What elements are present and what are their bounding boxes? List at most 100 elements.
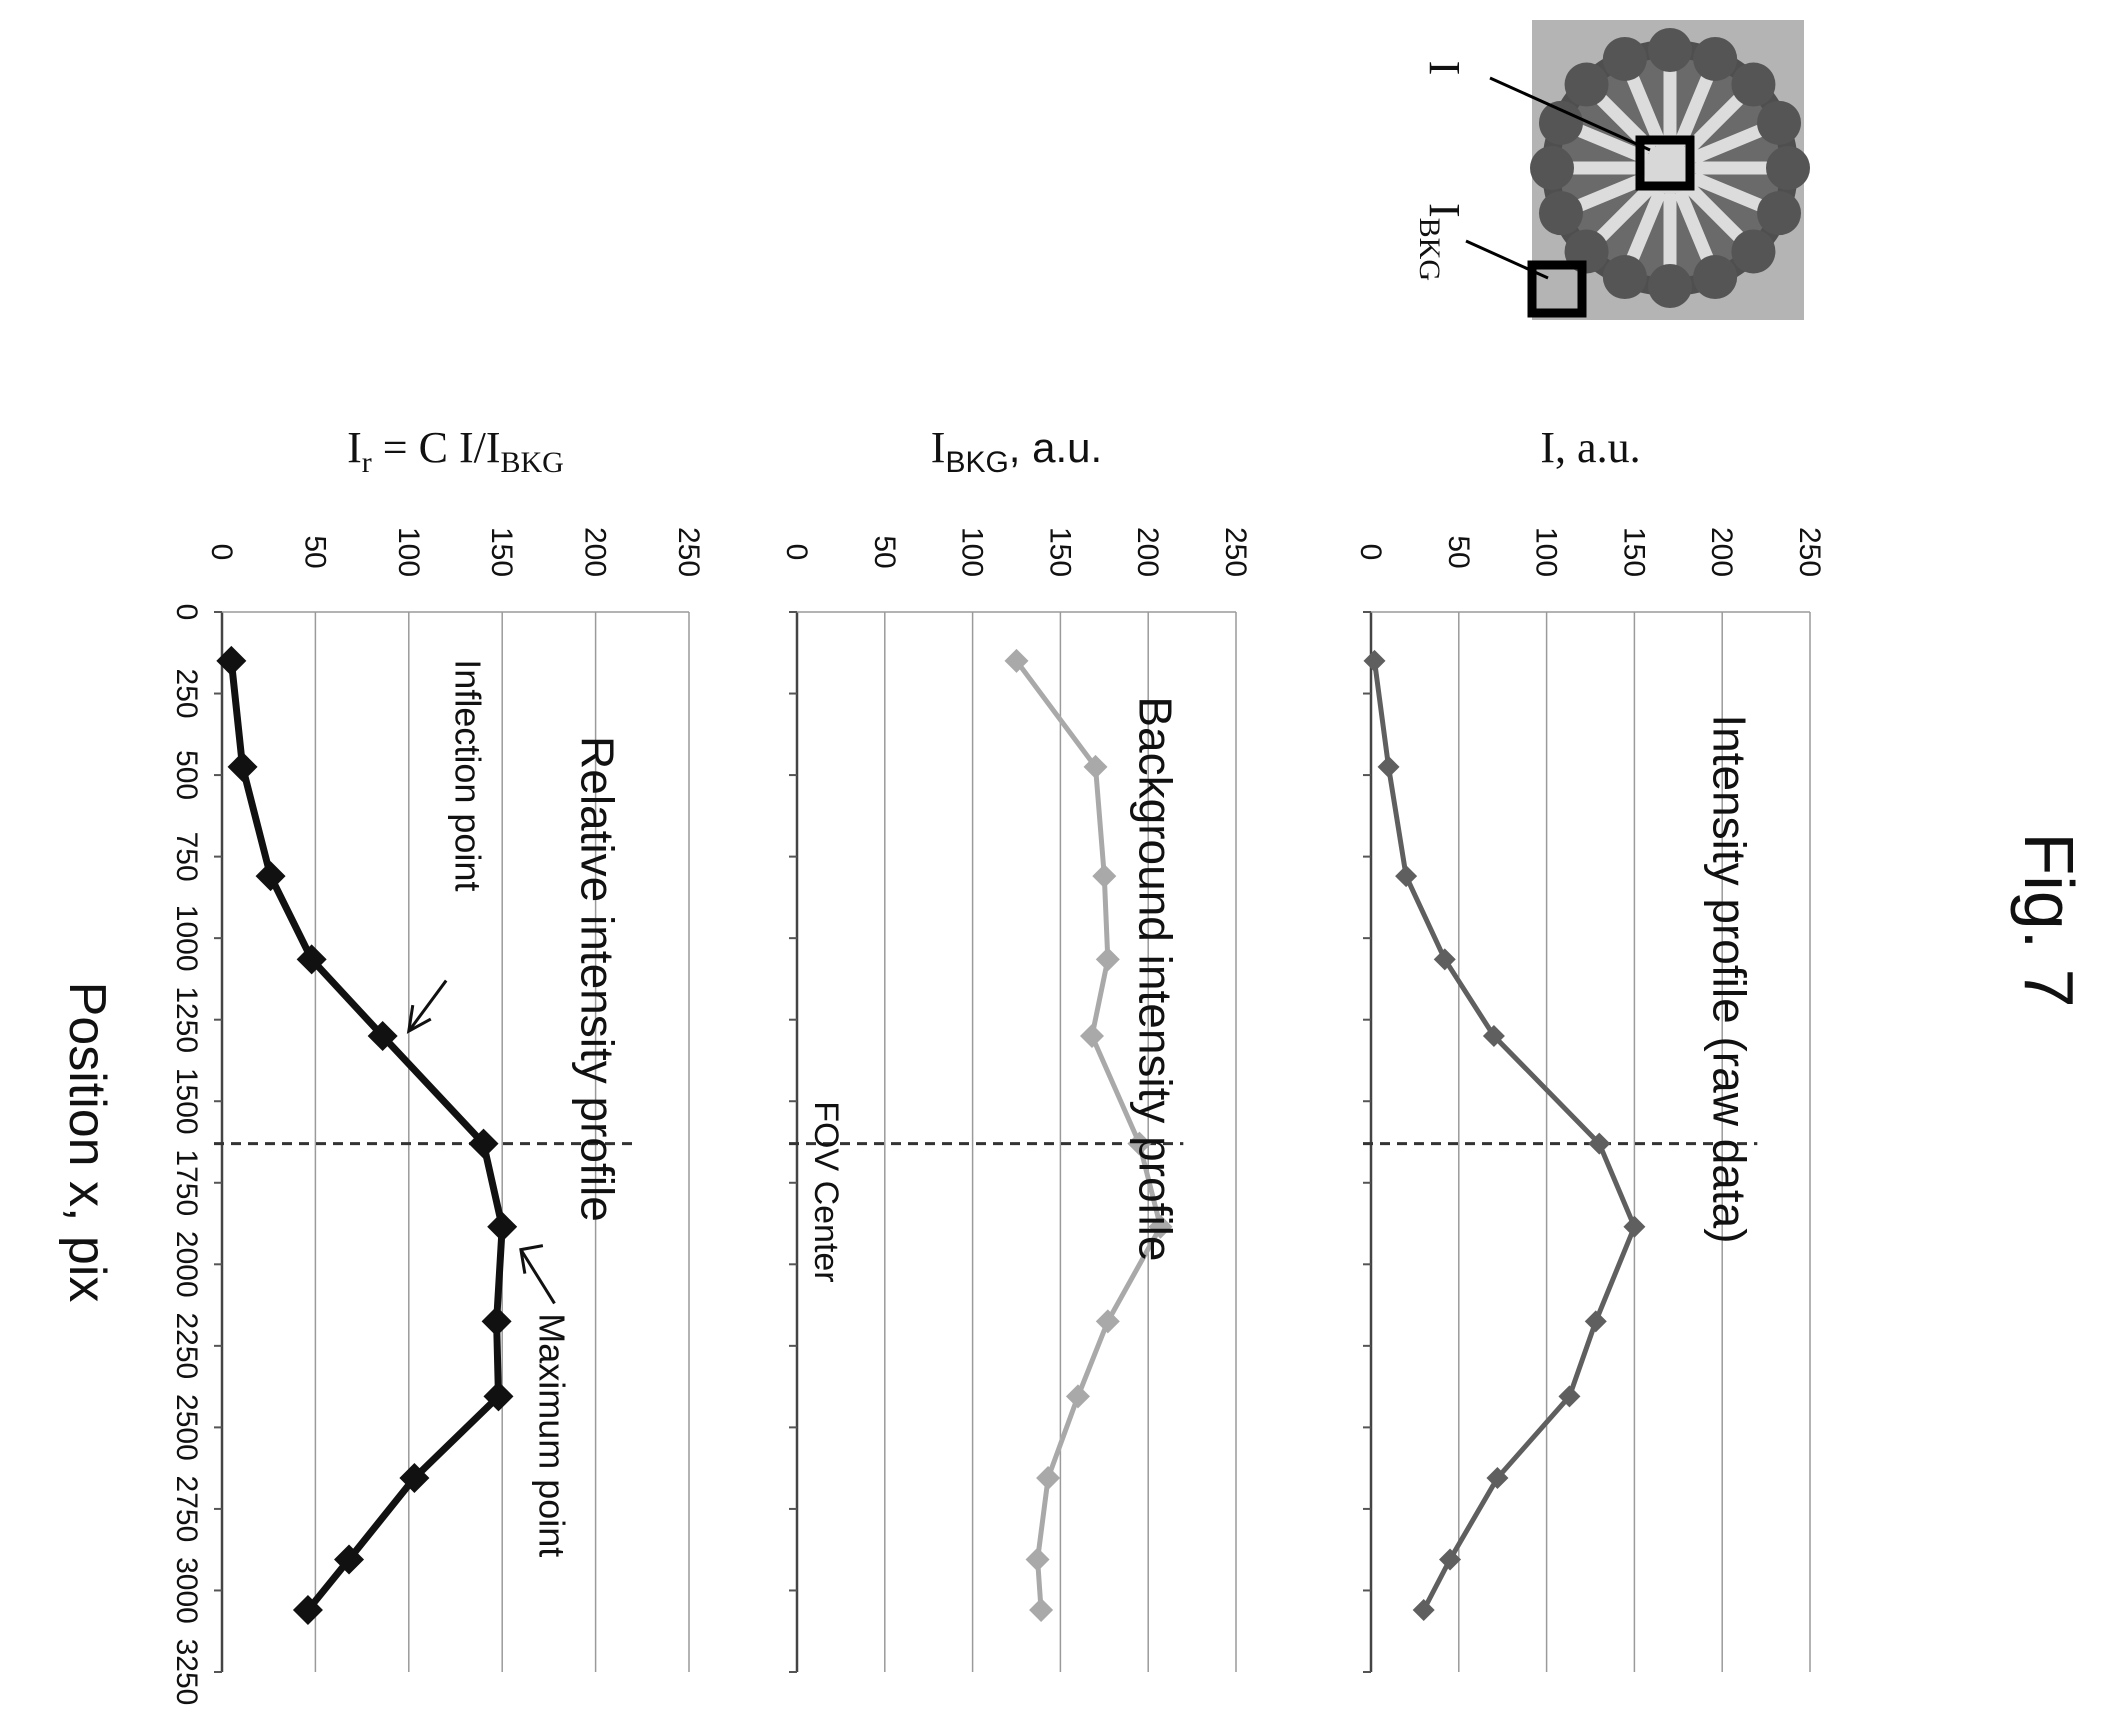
inset-petal — [1674, 189, 1714, 264]
y-tick-label: 50 — [1442, 535, 1475, 568]
data-point — [1584, 1310, 1607, 1333]
y-tick-label: 150 — [1617, 527, 1650, 577]
inset-lobe — [1757, 100, 1802, 145]
data-point — [1095, 947, 1120, 972]
y-tick-label: 0 — [205, 544, 238, 561]
y-tick-label: 250 — [672, 527, 705, 577]
inset-lobe — [1693, 36, 1738, 81]
panel-relative-title: Relative intensity profile — [572, 736, 624, 1222]
panel-relative-series-line — [227, 660, 506, 1613]
x-tick-label: 2750 — [170, 1476, 203, 1543]
panel-background-y-ticks: 0 50 100 150 200 250 — [780, 527, 1252, 577]
y-tick-label: 0 — [1354, 544, 1387, 561]
data-point — [296, 944, 327, 975]
data-point — [255, 861, 286, 892]
inset-I-box — [1635, 135, 1695, 191]
panel-background: 0 50 100 150 200 250 FOV Center Background in… — [780, 423, 1252, 1673]
figure-label: Fig. 7 — [2010, 832, 2088, 1007]
y-tick-label: 200 — [579, 527, 612, 577]
y-tick-label: 250 — [1793, 527, 1826, 577]
panel-raw-y-ticks: 0 50 100 150 200 250 — [1354, 527, 1826, 577]
inset-petal — [1574, 124, 1649, 164]
inset-lobe — [1602, 255, 1647, 300]
data-point — [481, 1306, 512, 1337]
inset-petal — [1691, 172, 1766, 212]
y-tick-label: 100 — [956, 527, 989, 577]
data-point — [1029, 1598, 1054, 1623]
inset-I-label: I — [1420, 61, 1469, 76]
panel-raw-title: Intensity profile (raw data) — [1703, 714, 1755, 1243]
x-tick-label: 2500 — [170, 1394, 203, 1461]
panel-background-gridlines — [795, 611, 1237, 1672]
panel-background-title: Background intensity profile — [1129, 696, 1181, 1261]
panel-raw: 0 50 100 150 200 250 Intensity profile (raw d… — [1354, 423, 1826, 1673]
inset-lobe — [1648, 28, 1692, 72]
inset-lobe — [1564, 62, 1609, 107]
data-point — [487, 1211, 518, 1242]
panel-background-y-label-tail: , a.u. — [1009, 424, 1102, 471]
panel-relative-gridlines — [220, 611, 690, 1672]
panel-raw-gridlines — [1369, 611, 1811, 1672]
y-tick-label: 150 — [1043, 527, 1076, 577]
data-point — [1412, 1599, 1435, 1622]
data-point — [1377, 755, 1400, 778]
y-tick-label: 250 — [1219, 527, 1252, 577]
x-tick-label: 1750 — [170, 1149, 203, 1216]
inflection-arrow — [406, 979, 448, 1034]
data-point — [483, 1381, 514, 1412]
inflection-point-label: Inflection point — [448, 659, 489, 891]
inset-sample-disc — [1530, 28, 1810, 308]
data-point — [1439, 1548, 1462, 1571]
panel-background-y-label-sub: BKG — [945, 446, 1008, 479]
data-point — [1095, 1309, 1120, 1334]
panel-relative-y-label-mid: = C I/I — [372, 423, 501, 472]
y-tick-label: 0 — [780, 544, 813, 561]
inset-petal — [1574, 172, 1649, 212]
x-tick-label: 3000 — [170, 1557, 203, 1624]
x-axis-label: Position x, pix — [58, 982, 116, 1303]
inset-petal — [1684, 93, 1745, 154]
x-tick-label: 0 — [170, 604, 203, 621]
data-point — [1482, 1025, 1505, 1047]
inset-petal — [1626, 189, 1666, 264]
inset-IBKG-main: I — [1420, 203, 1469, 218]
panel-raw-series-line — [1372, 660, 1638, 1612]
panel-background-y-label: IBKG, a.u. — [931, 423, 1102, 479]
data-point — [1127, 1131, 1152, 1156]
x-tick-label: 1250 — [170, 986, 203, 1053]
data-point — [1558, 1385, 1581, 1408]
panel-background-x-ticks — [789, 611, 797, 1673]
panel-raw-points — [1363, 649, 1646, 1622]
data-point — [292, 1595, 323, 1626]
x-tick-label: 1000 — [170, 905, 203, 972]
y-tick-label: 50 — [298, 535, 331, 568]
data-point — [468, 1128, 499, 1159]
inset-lobe — [1538, 191, 1583, 236]
data-point — [1004, 648, 1029, 673]
panel-relative-y-label: Ir = C I/IBKG — [347, 423, 564, 479]
data-point — [227, 751, 258, 782]
maximum-arrow — [519, 1244, 556, 1305]
data-point — [1148, 1214, 1173, 1239]
x-tick-label: 3250 — [170, 1639, 203, 1706]
data-point — [1025, 1547, 1050, 1572]
inset-petal — [1684, 182, 1745, 243]
inset-lobe — [1731, 62, 1776, 107]
x-tick-label: 2000 — [170, 1231, 203, 1298]
panel-raw-y-label: I, a.u. — [1540, 423, 1640, 472]
data-point — [1363, 649, 1386, 672]
inset-petal — [1626, 72, 1666, 147]
panel-raw-x-ticks — [1363, 611, 1371, 1673]
inset-lobe — [1766, 146, 1810, 190]
inset-petal — [1595, 182, 1656, 243]
y-tick-label: 150 — [485, 527, 518, 577]
x-tick-label: 500 — [170, 750, 203, 800]
y-tick-label: 200 — [1705, 527, 1738, 577]
data-point — [334, 1544, 365, 1575]
x-tick-label: 250 — [170, 669, 203, 719]
data-point — [1083, 754, 1108, 779]
data-point — [1065, 1384, 1090, 1409]
inset-IBKG-sub: BKG — [1413, 218, 1446, 281]
panel-relative-y-label-sub2: BKG — [501, 446, 564, 479]
inset-lobe — [1693, 255, 1738, 300]
